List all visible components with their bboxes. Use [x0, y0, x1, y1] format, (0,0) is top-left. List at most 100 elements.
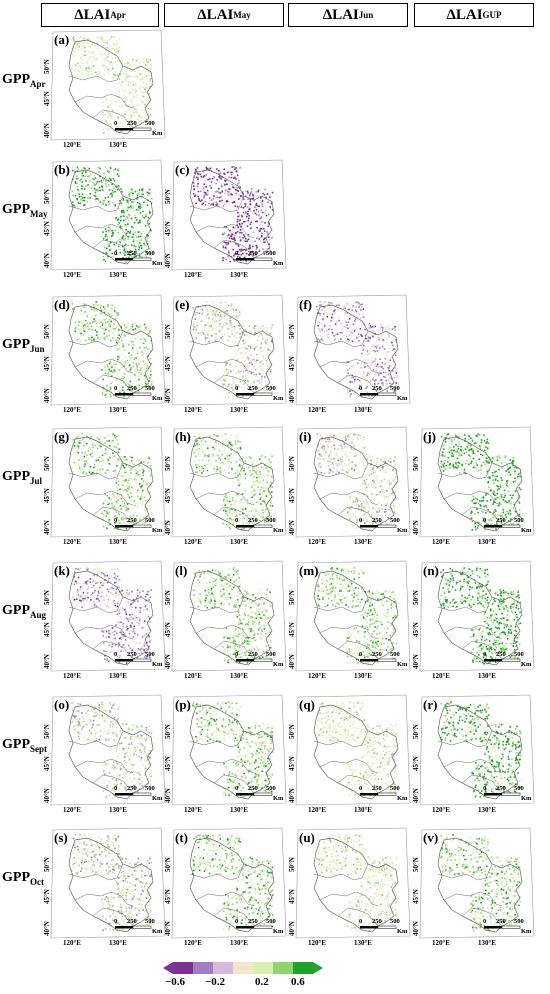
pixel-mark [208, 325, 211, 327]
pixel-mark [333, 434, 335, 437]
pixel-mark [354, 507, 357, 509]
pixel-mark [102, 132, 105, 134]
pixel-mark [148, 122, 150, 125]
pixel-mark [86, 69, 89, 72]
pixel-mark [442, 444, 445, 447]
pixel-mark [134, 338, 136, 340]
pixel-mark [110, 36, 113, 38]
pixel-mark [149, 332, 151, 334]
longitude-label: 130°E [230, 271, 248, 279]
pixel-mark [126, 119, 129, 121]
pixel-mark [267, 225, 269, 228]
pixel-mark [125, 224, 127, 227]
pixel-mark [350, 334, 352, 337]
pixel-mark [265, 380, 267, 382]
pixel-mark [210, 181, 213, 183]
pixel-mark [499, 498, 501, 501]
pixel-mark [197, 177, 199, 179]
pixel-mark [224, 371, 226, 373]
pixel-mark [120, 202, 123, 205]
pixel-mark [267, 503, 270, 506]
pixel-mark [390, 510, 393, 513]
pixel-mark [104, 370, 107, 372]
pixel-mark [257, 481, 260, 483]
pixel-mark [202, 465, 204, 468]
pixel-mark [357, 301, 359, 304]
pixel-mark [73, 204, 75, 207]
pixel-mark [87, 184, 89, 186]
pixel-mark [352, 438, 354, 440]
pixel-mark [81, 468, 84, 470]
pixel-mark [377, 336, 379, 339]
pixel-mark [133, 239, 135, 241]
pixel-mark [260, 481, 262, 484]
pixel-mark [365, 337, 367, 340]
pixel-mark [256, 246, 258, 249]
pixel-mark [96, 470, 98, 472]
pixel-mark [101, 259, 103, 261]
pixel-mark [225, 241, 227, 244]
pixel-mark [137, 118, 140, 120]
pixel-mark [113, 527, 116, 530]
pixel-mark [243, 334, 246, 336]
pixel-mark [327, 304, 329, 306]
pixel-mark [193, 185, 195, 187]
pixel-mark [77, 454, 79, 457]
pixel-mark [205, 440, 207, 443]
pixel-mark [132, 61, 134, 63]
pixel-mark [320, 338, 323, 340]
pixel-mark [204, 335, 206, 337]
pixel-mark [97, 469, 100, 472]
pixel-mark [262, 500, 264, 502]
pixel-mark [515, 465, 517, 467]
pixel-mark [381, 345, 384, 348]
pixel-mark [91, 73, 94, 75]
pixel-mark [319, 442, 322, 445]
pixel-mark [482, 496, 485, 498]
pixel-mark [360, 384, 362, 386]
pixel-mark [150, 108, 152, 110]
pixel-mark [117, 570, 120, 573]
pixel-mark [260, 228, 263, 230]
pixel-mark [232, 382, 235, 384]
pixel-mark [322, 458, 325, 460]
pixel-mark [82, 199, 85, 202]
longitude-label: 130°E [230, 406, 248, 414]
pixel-mark [198, 448, 201, 450]
pixel-mark [196, 449, 198, 451]
pixel-mark [71, 303, 74, 305]
pixel-mark [128, 502, 130, 505]
pixel-mark [247, 370, 249, 373]
pixel-mark [94, 198, 96, 201]
pixel-mark [127, 344, 130, 347]
pixel-mark [374, 508, 376, 510]
pixel-mark [203, 326, 206, 328]
pixel-mark [471, 439, 474, 442]
pixel-mark [198, 199, 200, 202]
pixel-mark [233, 166, 235, 168]
pixel-mark [463, 471, 466, 474]
pixel-mark [479, 445, 481, 447]
pixel-mark [233, 234, 236, 237]
pixel-mark [134, 231, 136, 234]
pixel-mark [326, 444, 329, 446]
latitude-label: 40°N [288, 388, 296, 403]
pixel-mark [106, 170, 109, 173]
pixel-mark [90, 338, 92, 341]
pixel-mark [333, 312, 336, 314]
pixel-mark [245, 347, 248, 349]
pixel-mark [477, 450, 479, 453]
longitude-label: 120°E [184, 271, 202, 279]
pixel-mark [244, 349, 247, 351]
pixel-mark [465, 472, 467, 475]
map-frame [419, 426, 535, 538]
pixel-mark [145, 326, 147, 328]
pixel-mark [87, 74, 89, 77]
pixel-mark [359, 435, 361, 437]
pixel-mark [108, 520, 111, 523]
pixel-mark [467, 463, 470, 466]
pixel-mark [225, 438, 227, 440]
pixel-mark [342, 325, 344, 328]
pixel-mark [74, 182, 77, 184]
pixel-mark [473, 513, 476, 515]
